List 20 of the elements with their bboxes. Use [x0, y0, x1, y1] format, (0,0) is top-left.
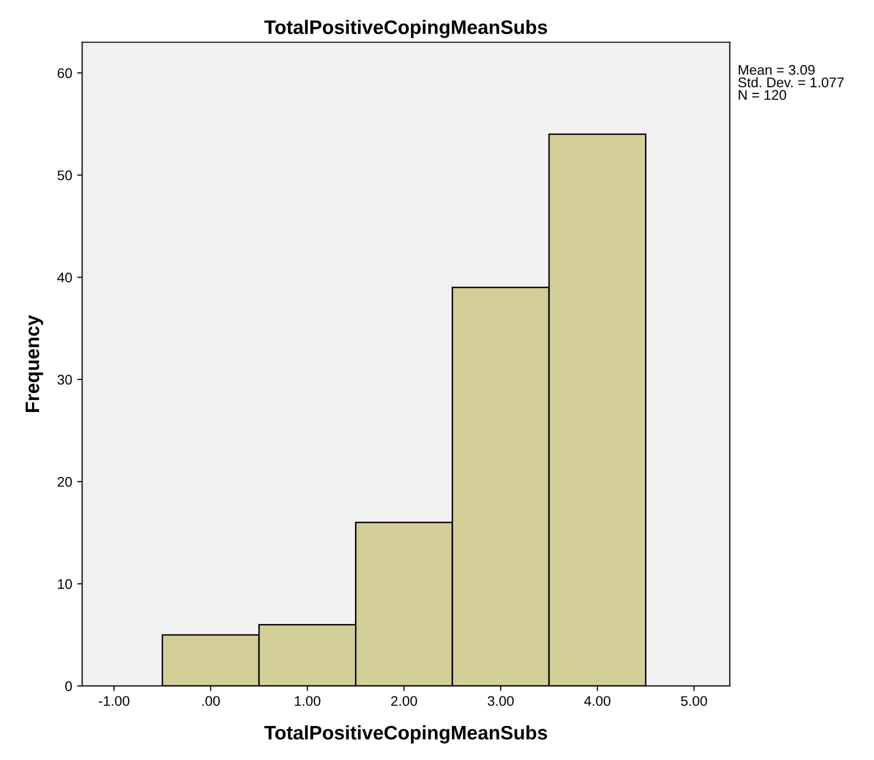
text: Mean = 3.09 [738, 64, 815, 75]
x-tick-label: .00 [202, 696, 220, 706]
y-tick-label: 0 [65, 681, 72, 692]
x-tick-label: 1.00 [294, 696, 320, 706]
text: Std. Dev. = 1.077 [738, 77, 844, 88]
y-axis-title: Frequency [26, 315, 44, 412]
x-tick-label: 5.00 [681, 696, 707, 706]
y-tick-label: 30 [58, 374, 72, 385]
x-tick-label: 2.00 [391, 696, 418, 706]
y-tick-label: 10 [58, 579, 72, 589]
x-tick-label: 4.00 [584, 696, 610, 706]
x-tick-label: 3.00 [488, 696, 514, 706]
text: N = 120 [738, 90, 786, 100]
y-tick-label: 20 [58, 476, 72, 487]
x-axis-title: TotalPositiveCopingMeanSubs [264, 725, 548, 744]
x-tick-label: -1.00 [98, 696, 130, 706]
y-tick-label: 40 [57, 272, 72, 282]
y-tick-label: 50 [58, 170, 72, 180]
chart-title: TotalPositiveCopingMeanSubs [264, 20, 548, 38]
y-tick-label: 60 [58, 68, 72, 78]
